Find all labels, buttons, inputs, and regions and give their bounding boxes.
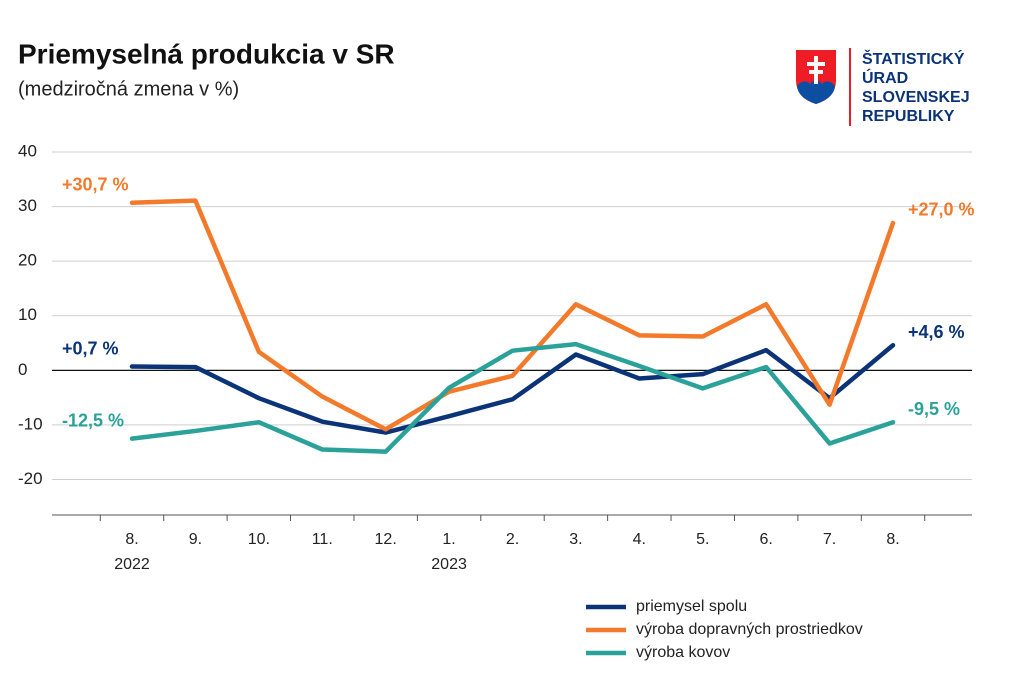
legend-label: výroba dopravných prostriedkov (636, 621, 863, 638)
x-tick-label: 5. (696, 531, 709, 548)
y-tick-label: 20 (18, 251, 37, 270)
logo-text: ŠTATISTICKÝ (862, 49, 965, 68)
value-label: +30,7 % (62, 175, 129, 195)
value-label: -12,5 % (62, 410, 124, 430)
x-tick-label: 11. (312, 531, 333, 548)
x-tick-label: 3. (569, 531, 582, 548)
x-tick-label: 2. (506, 531, 519, 548)
y-tick-label: 40 (18, 141, 37, 160)
x-year-label: 2022 (114, 556, 150, 573)
series-line (129, 198, 896, 432)
y-tick-label: 30 (18, 196, 37, 215)
y-tick-label: 10 (18, 305, 37, 324)
logo-text: SLOVENSKEJ (862, 89, 970, 106)
x-tick-label: 12. (375, 531, 397, 548)
legend-label: priemysel spolu (636, 598, 747, 615)
x-tick-label: 8. (125, 531, 138, 548)
y-tick-label: 0 (18, 360, 27, 379)
logo-hills (797, 80, 835, 104)
x-tick-label: 8. (886, 531, 899, 548)
x-tick-label: 1. (442, 531, 455, 548)
x-year-label: 2023 (431, 556, 467, 573)
legend-label: výroba kovov (636, 644, 730, 661)
series-line (129, 341, 896, 454)
value-label: +0,7 % (62, 338, 119, 358)
chart-subtitle: (medziročná zmena v %) (18, 78, 239, 100)
logo-cross (807, 56, 825, 84)
value-label: +4,6 % (908, 322, 965, 342)
x-tick-label: 6. (759, 531, 772, 548)
chart-title: Priemyselná produkcia v SR (18, 38, 395, 69)
x-tick-label: 9. (189, 531, 202, 548)
y-tick-label: -20 (18, 469, 43, 488)
x-tick-label: 10. (248, 531, 270, 548)
logo-text: REPUBLIKY (862, 108, 955, 125)
x-tick-label: 7. (823, 531, 836, 548)
series-line (129, 342, 896, 435)
x-tick-label: 4. (633, 531, 646, 548)
y-tick-label: -10 (18, 414, 43, 433)
value-label: +27,0 % (908, 200, 975, 220)
logo-text: ÚRAD (862, 68, 908, 87)
value-label: -9,5 % (908, 399, 960, 419)
